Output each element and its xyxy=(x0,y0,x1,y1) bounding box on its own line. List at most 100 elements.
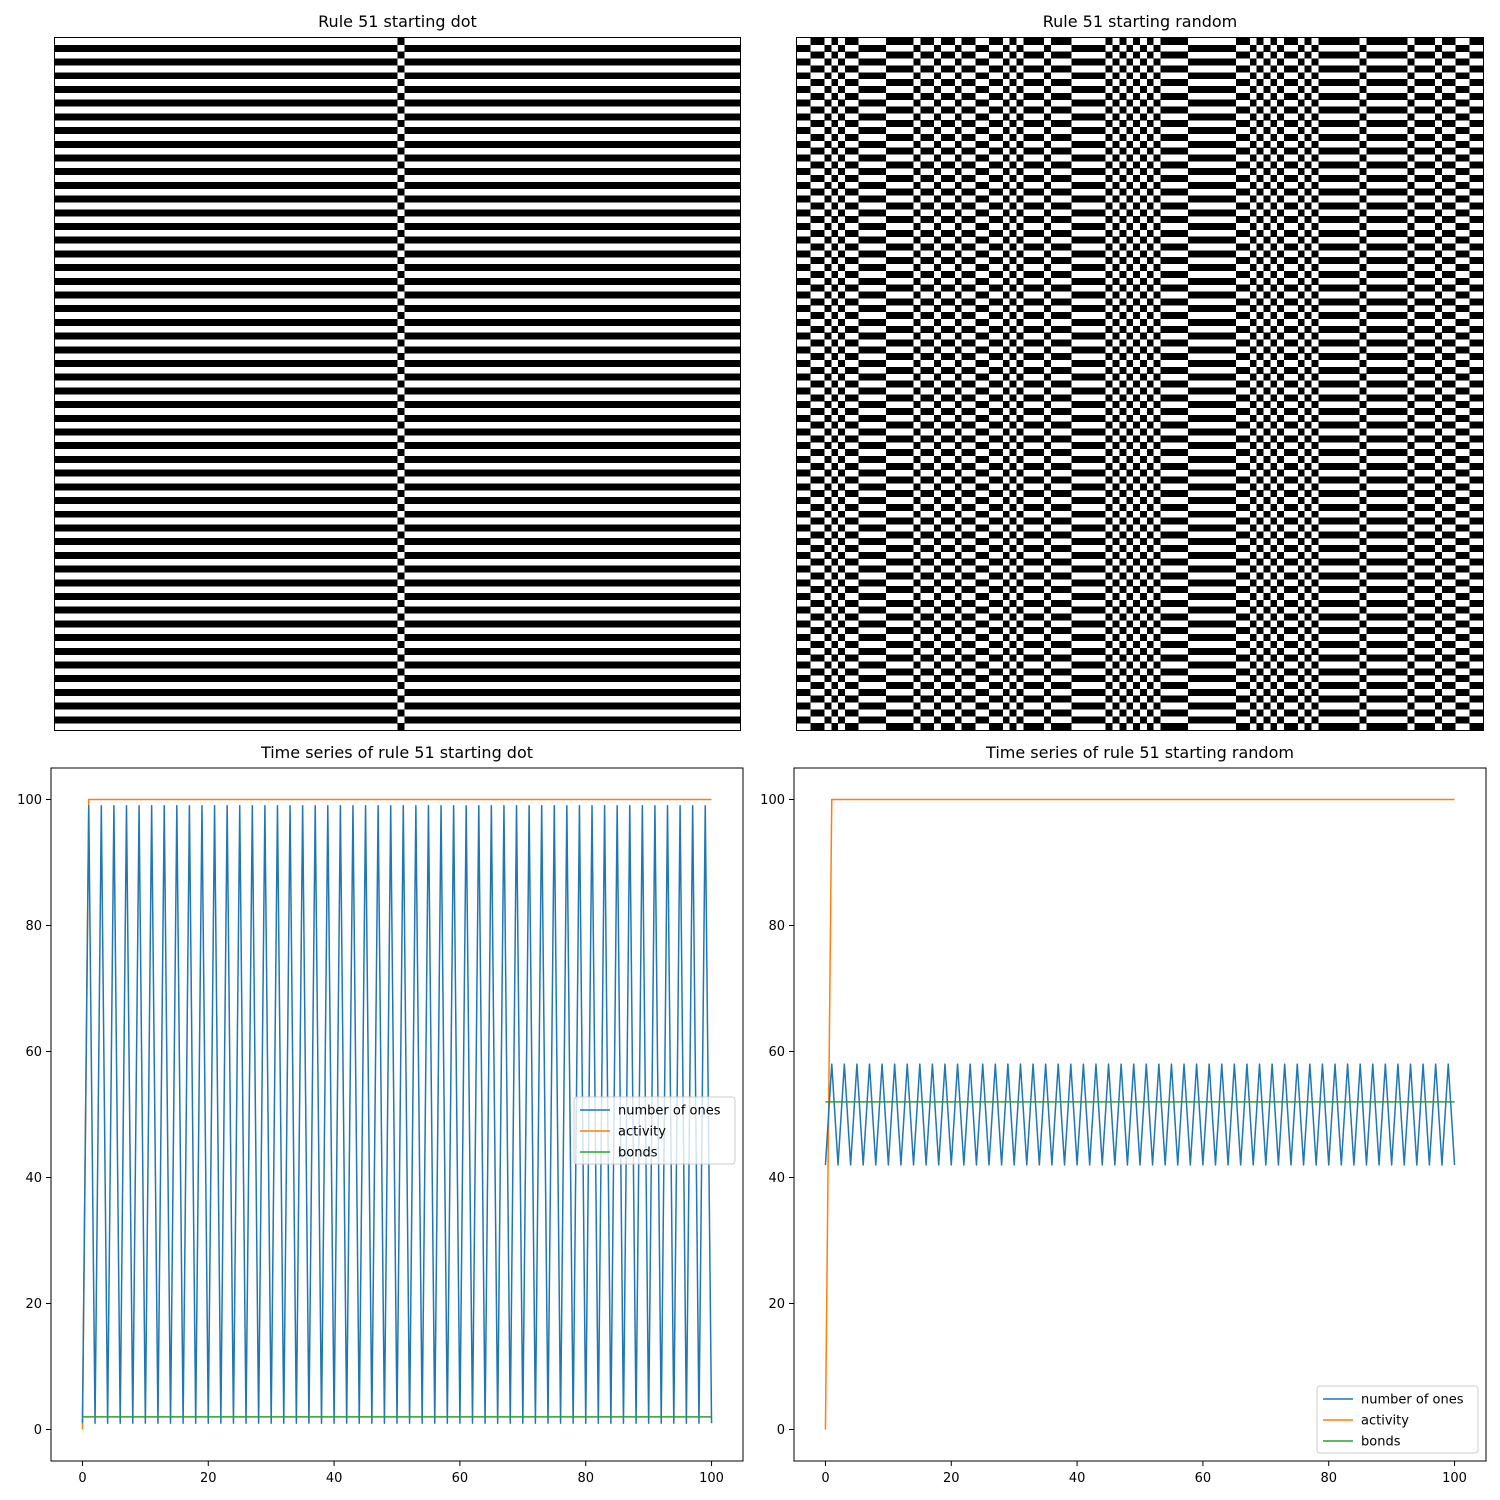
ca-cell-run xyxy=(1043,647,1051,655)
ca-cell-run xyxy=(1146,435,1154,443)
ca-cell-run xyxy=(1284,298,1298,306)
ca-cell-run xyxy=(1407,428,1415,436)
ca-cell-run xyxy=(1160,531,1189,539)
ca-cell-run xyxy=(1140,113,1147,121)
ca-cell-run xyxy=(1359,99,1367,107)
ca-cell-run xyxy=(1133,312,1140,320)
ca-cell-run xyxy=(1469,531,1483,539)
ca-cell-run xyxy=(1263,360,1271,368)
series-line-number-of-ones xyxy=(81,805,713,1424)
ca-cell-run xyxy=(1277,387,1285,395)
ca-cell-run xyxy=(1311,592,1319,600)
ca-cell-run xyxy=(1133,627,1140,635)
ca-cell-run xyxy=(1160,161,1189,169)
ca-cell-run xyxy=(1414,202,1435,210)
ca-cell-run xyxy=(1043,346,1051,354)
ca-cell-run xyxy=(1160,380,1189,388)
ca-cell-run xyxy=(797,236,811,244)
ca-cell-run xyxy=(810,202,825,210)
ca-cell-run xyxy=(1105,270,1113,278)
ca-cell-run xyxy=(1311,579,1319,587)
ca-cell-run xyxy=(1366,298,1408,306)
ca-cell-run xyxy=(838,99,846,107)
ca-cell-run xyxy=(1160,243,1189,251)
ca-cell-run xyxy=(824,414,832,422)
ca-cell-run xyxy=(1140,716,1147,724)
ca-cell-run xyxy=(404,181,740,189)
ca-cell-run xyxy=(797,181,811,189)
ca-cell-run xyxy=(1455,236,1470,244)
ca-cell-run xyxy=(1318,79,1360,87)
ca-cell-run xyxy=(1256,572,1264,580)
ca-cell-run xyxy=(797,428,811,436)
ca-cell-run xyxy=(1277,222,1285,230)
ca-cell-run xyxy=(1105,243,1113,251)
ca-cell-run xyxy=(1434,222,1442,230)
ca-cell-run xyxy=(1407,688,1415,696)
ca-cell-run xyxy=(1263,592,1271,600)
ca-cell-run xyxy=(1009,586,1017,594)
ca-cell-run xyxy=(838,401,846,409)
ca-cell-run xyxy=(810,682,825,690)
ca-cell-run xyxy=(1256,407,1264,415)
x-tick-label: 100 xyxy=(699,1471,724,1486)
ca-cell-run xyxy=(1002,209,1010,217)
ca-cell-run xyxy=(975,442,990,450)
ca-cell-run xyxy=(1256,175,1264,183)
ca-cell-run xyxy=(1043,538,1051,546)
ca-cell-run xyxy=(954,401,962,409)
ca-cell-run xyxy=(1160,79,1189,87)
ca-cell-run xyxy=(1297,264,1305,272)
ca-cell-run xyxy=(961,312,976,320)
ca-cell-run xyxy=(1441,640,1456,648)
ca-cell-run xyxy=(1469,353,1483,361)
ca-cell-run xyxy=(1071,85,1106,93)
ca-cell-run xyxy=(1249,305,1257,313)
ca-cell-run xyxy=(1407,551,1415,559)
ca-cell-run xyxy=(1016,113,1024,121)
ca-cell-run xyxy=(941,312,955,320)
ca-cell-run xyxy=(824,127,832,135)
ca-cell-run xyxy=(1270,79,1278,87)
ca-cell-run xyxy=(1407,305,1415,313)
ca-cell-run xyxy=(1146,312,1154,320)
ca-cell-run xyxy=(1318,449,1360,457)
ca-cell-run xyxy=(1153,346,1161,354)
ca-cell-run xyxy=(941,147,955,155)
ca-cell-run xyxy=(1009,380,1017,388)
ca-cell-run xyxy=(1414,476,1435,484)
ca-cell-run xyxy=(824,401,832,409)
ca-cell-run xyxy=(1270,38,1278,45)
ca-cell-run xyxy=(858,497,887,505)
ca-cell-run xyxy=(1112,620,1120,628)
ca-cell-run xyxy=(1311,318,1319,326)
ca-cell-run xyxy=(989,366,1003,374)
ca-cell-run xyxy=(1256,120,1264,128)
ca-cell-run xyxy=(913,85,921,93)
ca-cell-run xyxy=(1188,661,1237,669)
ca-cell-run xyxy=(934,99,942,107)
ca-cell-run xyxy=(1359,140,1367,148)
ca-cell-run xyxy=(1469,325,1483,333)
ca-cell-run xyxy=(1126,264,1134,272)
ca-cell-run xyxy=(1270,695,1278,703)
ca-cell-run xyxy=(934,154,942,162)
ca-cell-run xyxy=(1249,428,1257,436)
ca-cell-run xyxy=(1133,449,1140,457)
ca-cell-run xyxy=(1236,202,1250,210)
ca-cell-run xyxy=(975,264,990,272)
ca-cell-run xyxy=(1469,270,1483,278)
ca-cell-run xyxy=(1071,140,1106,148)
ca-cell-run xyxy=(797,661,811,669)
ca-cell-run xyxy=(1146,723,1154,731)
ca-cell-run xyxy=(975,85,990,93)
ca-cell-run xyxy=(1311,291,1319,299)
ca-cell-run xyxy=(1469,435,1483,443)
ca-cell-run xyxy=(838,647,846,655)
ca-cell-run xyxy=(1188,127,1237,135)
ca-cell-run xyxy=(397,284,405,292)
ca-cell-run xyxy=(55,318,398,326)
ca-cell-run xyxy=(1146,709,1154,717)
ca-cell-run xyxy=(886,120,914,128)
ca-cell-run xyxy=(1133,188,1140,196)
